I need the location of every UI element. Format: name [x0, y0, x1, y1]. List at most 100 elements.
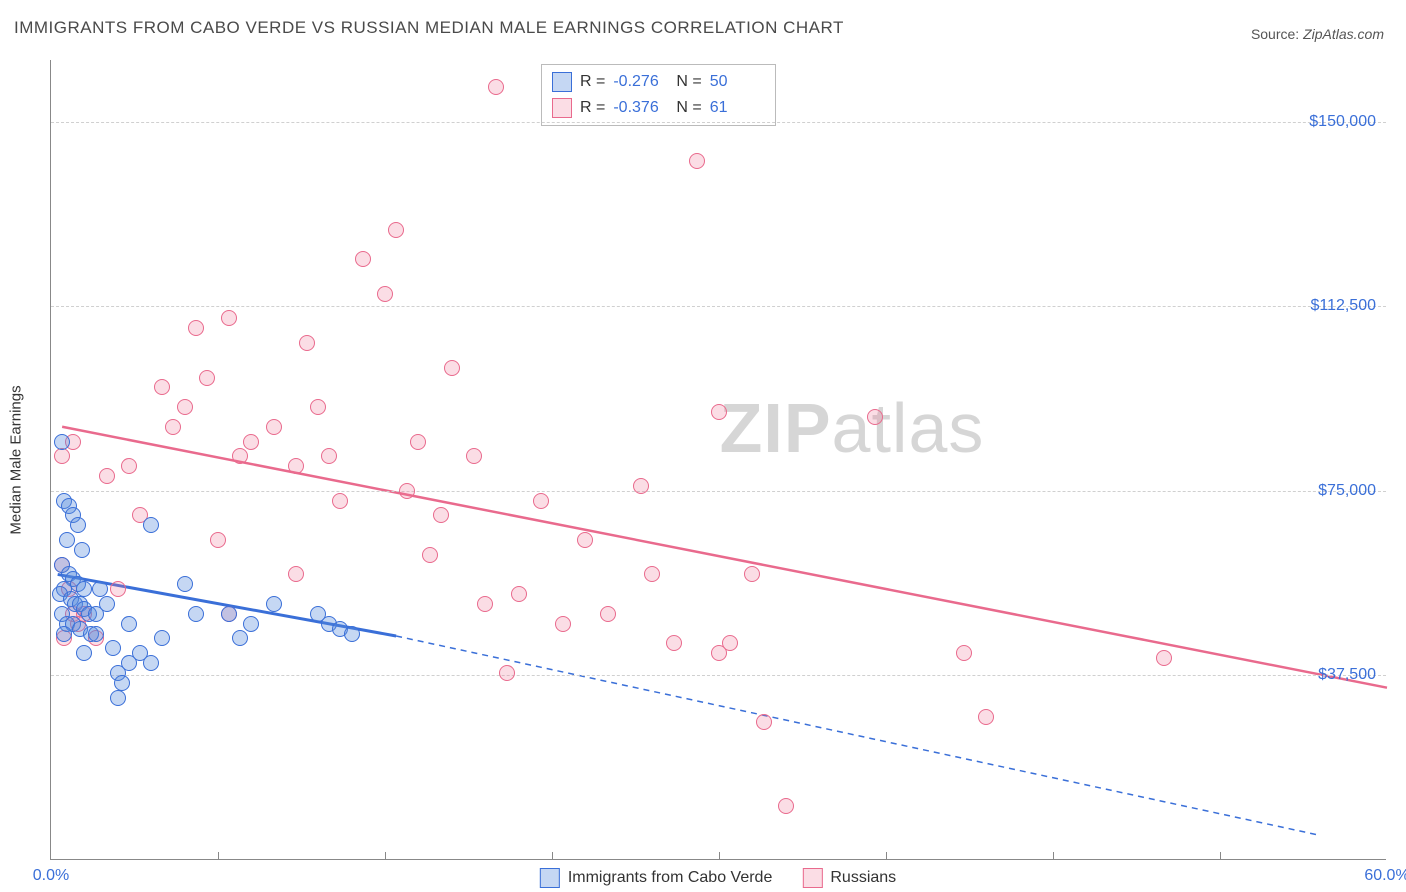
x-minor-tick [385, 852, 386, 860]
trendline-dash-0 [396, 636, 1320, 835]
data-point [188, 606, 204, 622]
data-point [555, 616, 571, 632]
data-point [422, 547, 438, 563]
data-point [243, 434, 259, 450]
source-value: ZipAtlas.com [1303, 26, 1384, 42]
data-point [92, 581, 108, 597]
data-point [756, 714, 772, 730]
stat-label-n: N = [676, 99, 701, 117]
data-point [74, 542, 90, 558]
data-point [210, 532, 226, 548]
swatch-pink-icon [552, 98, 572, 118]
data-point [577, 532, 593, 548]
data-point [59, 532, 75, 548]
x-minor-tick [1220, 852, 1221, 860]
gridline-h [51, 306, 1386, 307]
data-point [1156, 650, 1172, 666]
x-minor-tick [886, 852, 887, 860]
data-point [114, 675, 130, 691]
legend-item-1: Russians [802, 868, 896, 888]
y-tick-label: $112,500 [1310, 297, 1376, 315]
data-point [221, 606, 237, 622]
data-point [377, 286, 393, 302]
y-tick-label: $37,500 [1318, 666, 1376, 684]
chart-title: IMMIGRANTS FROM CABO VERDE VS RUSSIAN ME… [14, 18, 844, 38]
data-point [399, 483, 415, 499]
data-point [633, 478, 649, 494]
data-point [499, 665, 515, 681]
data-point [143, 655, 159, 671]
data-point [188, 320, 204, 336]
y-axis-label: Median Male Earnings [8, 385, 25, 534]
data-point [110, 690, 126, 706]
gridline-h [51, 675, 1386, 676]
x-tick-label: 0.0% [33, 867, 69, 885]
x-minor-tick [719, 852, 720, 860]
data-point [778, 798, 794, 814]
bottom-legend: Immigrants from Cabo Verde Russians [540, 868, 896, 888]
data-point [165, 419, 181, 435]
data-point [232, 448, 248, 464]
data-point [110, 581, 126, 597]
data-point [388, 222, 404, 238]
data-point [666, 635, 682, 651]
x-minor-tick [1053, 852, 1054, 860]
swatch-blue-icon [540, 868, 560, 888]
data-point [154, 379, 170, 395]
data-point [533, 493, 549, 509]
source-attribution: Source: ZipAtlas.com [1251, 26, 1384, 42]
data-point [644, 566, 660, 582]
legend-item-0: Immigrants from Cabo Verde [540, 868, 773, 888]
data-point [76, 581, 92, 597]
x-minor-tick [218, 852, 219, 860]
data-point [600, 606, 616, 622]
data-point [488, 79, 504, 95]
data-point [689, 153, 705, 169]
stats-row-series-1: R = -0.376 N = 61 [552, 95, 765, 121]
stat-label-n: N = [676, 73, 701, 91]
data-point [744, 566, 760, 582]
swatch-pink-icon [802, 868, 822, 888]
stat-label-r: R = [580, 73, 605, 91]
x-tick-label: 60.0% [1364, 867, 1406, 885]
data-point [232, 630, 248, 646]
data-point [444, 360, 460, 376]
data-point [956, 645, 972, 661]
data-point [243, 616, 259, 632]
data-point [177, 399, 193, 415]
data-point [867, 409, 883, 425]
data-point [76, 645, 92, 661]
data-point [477, 596, 493, 612]
data-point [54, 448, 70, 464]
y-tick-label: $75,000 [1318, 482, 1376, 500]
data-point [88, 626, 104, 642]
data-point [105, 640, 121, 656]
data-point [978, 709, 994, 725]
data-point [344, 626, 360, 642]
legend-label-1: Russians [830, 869, 896, 887]
gridline-h [51, 122, 1386, 123]
data-point [266, 419, 282, 435]
stat-label-r: R = [580, 99, 605, 117]
legend-label-0: Immigrants from Cabo Verde [568, 869, 773, 887]
data-point [121, 616, 137, 632]
stats-row-series-0: R = -0.276 N = 50 [552, 69, 765, 95]
chart-container: ZIPatlas Median Male Earnings R = -0.276… [50, 60, 1386, 860]
data-point [154, 630, 170, 646]
data-point [70, 517, 86, 533]
stat-r-0: -0.276 [613, 73, 668, 91]
data-point [466, 448, 482, 464]
source-label: Source: [1251, 26, 1299, 42]
data-point [56, 626, 72, 642]
data-point [54, 434, 70, 450]
data-point [288, 458, 304, 474]
data-point [310, 399, 326, 415]
stat-r-1: -0.376 [613, 99, 668, 117]
stat-n-1: 61 [710, 99, 765, 117]
data-point [410, 434, 426, 450]
data-point [511, 586, 527, 602]
data-point [433, 507, 449, 523]
plot-area: ZIPatlas Median Male Earnings R = -0.276… [50, 60, 1386, 860]
data-point [355, 251, 371, 267]
data-point [711, 404, 727, 420]
